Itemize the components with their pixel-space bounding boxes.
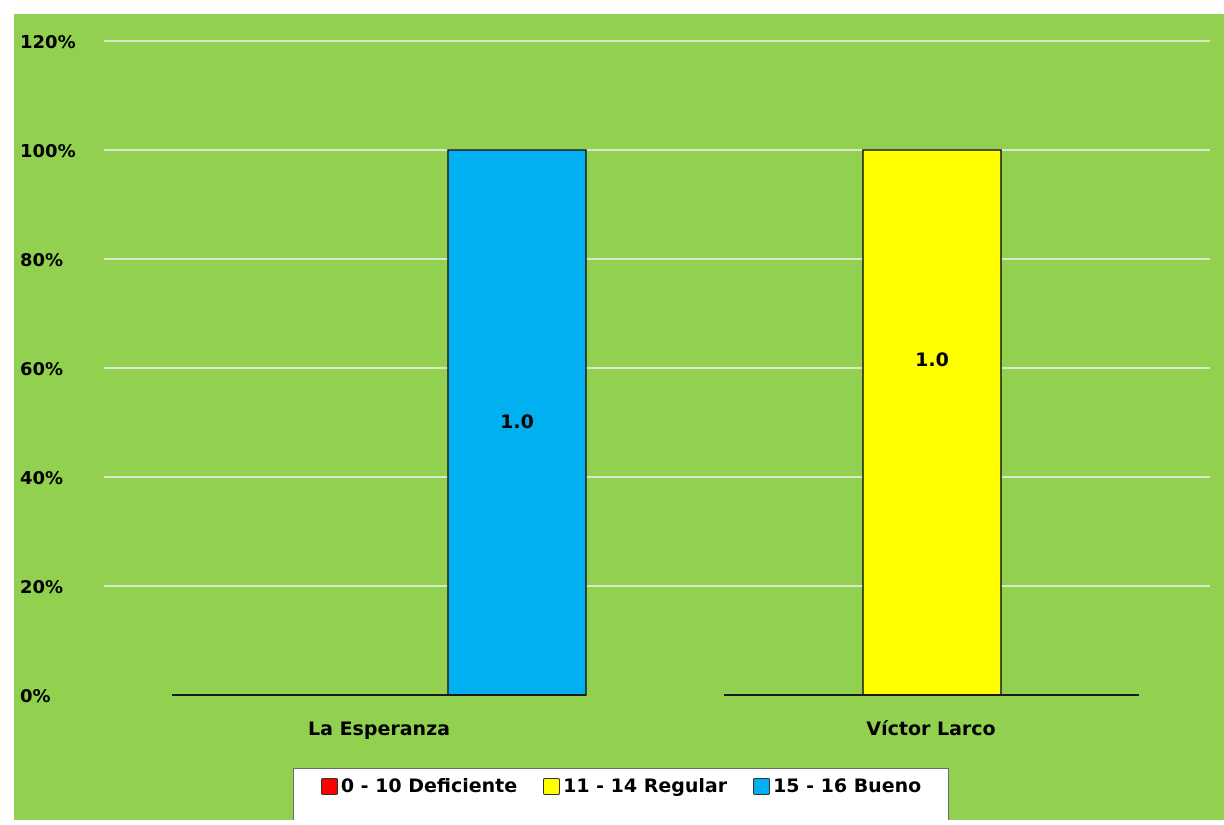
legend-swatch-bueno <box>753 777 771 795</box>
data-label: 1.0 <box>500 411 534 433</box>
legend-swatch-regular <box>543 777 561 795</box>
data-label: 1.0 <box>915 349 949 371</box>
y-tick-label: 120% <box>20 32 76 53</box>
gridlines <box>104 40 1210 587</box>
plot-background <box>14 14 1224 820</box>
legend-item-bueno: 15 - 16 Bueno <box>753 775 921 797</box>
category-label: La Esperanza <box>308 718 450 740</box>
legend-label-regular: 11 - 14 Regular <box>563 775 728 797</box>
legend: 0 - 10 Deficiente 11 - 14 Regular 15 - 1… <box>293 768 949 820</box>
legend-item-deficiente: 0 - 10 Deficiente <box>320 775 518 797</box>
bars: 1.0 1.0 <box>447 149 1002 696</box>
legend-swatch-deficiente <box>320 777 338 795</box>
category-label: Víctor Larco <box>866 718 995 740</box>
chart-area: 0% 20% 40% 60% 80% 100% 120% 1.0 1.0 La Esperan… <box>14 14 1224 820</box>
y-tick-label: 0% <box>20 686 51 707</box>
y-tick-label: 40% <box>20 468 63 489</box>
y-tick-label: 100% <box>20 141 76 162</box>
y-tick-label: 80% <box>20 250 63 271</box>
y-axis-ticks: 0% 20% 40% 60% 80% 100% 120% <box>20 32 76 707</box>
legend-item-regular: 11 - 14 Regular <box>543 775 727 797</box>
y-tick-label: 20% <box>20 577 63 598</box>
y-tick-label: 60% <box>20 359 63 380</box>
bar-chart: 0% 20% 40% 60% 80% 100% 120% 1.0 1.0 La Esperan… <box>14 14 1224 820</box>
legend-label-bueno: 15 - 16 Bueno <box>773 775 922 797</box>
legend-label-deficiente: 0 - 10 Deficiente <box>340 775 518 797</box>
bar-victor-larco <box>862 149 1002 696</box>
category-axis: La Esperanza Víctor Larco <box>172 694 1139 740</box>
